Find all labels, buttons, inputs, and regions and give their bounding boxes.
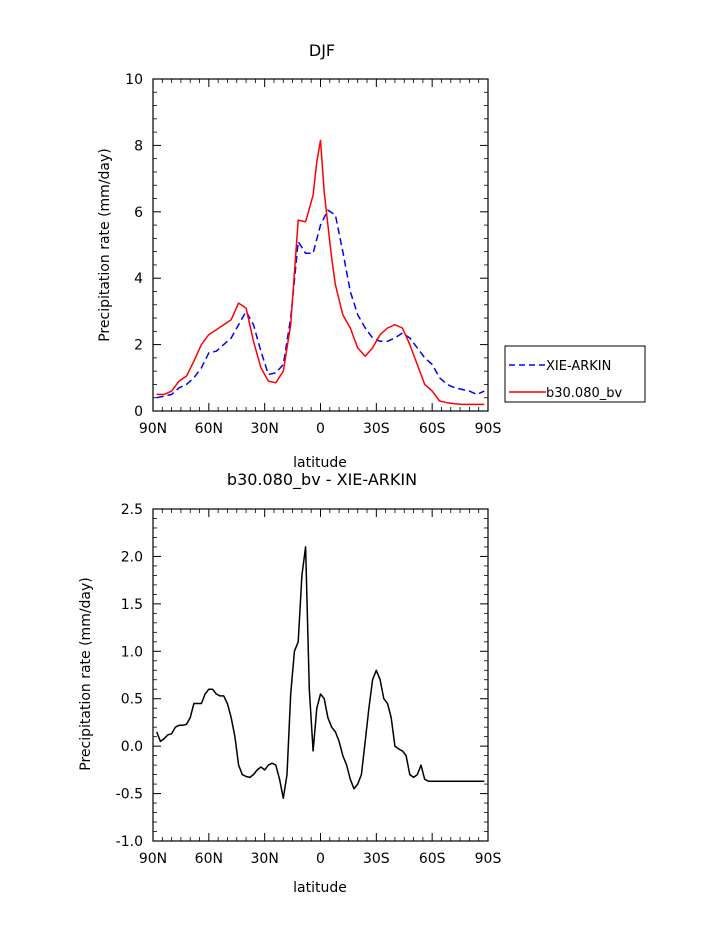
top-ytick-label: 10 bbox=[125, 72, 143, 88]
bottom-ytick-label: 2.0 bbox=[121, 549, 143, 565]
top-ytick-label: 6 bbox=[134, 205, 143, 221]
top-series-line-xie-arkin bbox=[156, 209, 485, 399]
top-ticks: 90N 60N 30N 0 30S 60S 90S 0 2 4 6 8 10 bbox=[125, 72, 501, 437]
top-ylabel: Precipitation rate (mm/day) bbox=[97, 148, 113, 342]
top-series bbox=[156, 139, 485, 406]
top-title: DJF bbox=[309, 41, 335, 60]
bottom-ytick-label: -1.0 bbox=[116, 834, 143, 850]
bottom-title: b30.080_bv - XIE-ARKIN bbox=[227, 470, 417, 490]
bottom-xlabel: latitude bbox=[293, 880, 347, 896]
top-xtick-label: 0 bbox=[316, 421, 325, 437]
bottom-xtick-label: 30S bbox=[363, 851, 390, 867]
bottom-ytick-label: 0.0 bbox=[121, 739, 143, 755]
bottom-series-line-0 bbox=[156, 546, 485, 800]
bottom-xtick-label: 60N bbox=[195, 851, 223, 867]
top-xtick-label: 60S bbox=[419, 421, 446, 437]
bottom-xtick-label: 0 bbox=[316, 851, 325, 867]
top-xtick-label: 90N bbox=[139, 421, 167, 437]
top-xtick-label: 90S bbox=[475, 421, 502, 437]
top-xtick-label: 30S bbox=[363, 421, 390, 437]
bottom-ytick-label: -0.5 bbox=[116, 787, 143, 803]
top-xtick-label: 30N bbox=[251, 421, 279, 437]
bottom-xtick-label: 90S bbox=[475, 851, 502, 867]
top-ytick-label: 8 bbox=[134, 138, 143, 154]
top-ytick-label: 2 bbox=[134, 338, 143, 354]
top-series-line-b30-080-bv bbox=[156, 139, 485, 406]
bottom-ytick-label: 1.5 bbox=[121, 597, 143, 613]
top-xlabel: latitude bbox=[293, 455, 347, 471]
bottom-ylabel: Precipitation rate (mm/day) bbox=[78, 577, 94, 771]
bottom-ticks: 90N 60N 30N 0 30S 60S 90S -1.0 -0.5 0.0 0.5 1.0 1.5 2… bbox=[116, 502, 502, 867]
bottom-plot-frame bbox=[152, 508, 489, 842]
bottom-ytick-label: 0.5 bbox=[121, 692, 143, 708]
legend-label-b30: b30.080_bv bbox=[546, 386, 622, 401]
top-xtick-label: 60N bbox=[195, 421, 223, 437]
bottom-xtick-label: 90N bbox=[139, 851, 167, 867]
top-plot-frame bbox=[152, 78, 489, 412]
top-ytick-label: 0 bbox=[134, 404, 143, 420]
bottom-ytick-label: 2.5 bbox=[121, 502, 143, 518]
bottom-panel: b30.080_bv - XIE-ARKIN 90N 60N 30N 0 30S 60S 9… bbox=[78, 470, 501, 896]
bottom-xtick-label: 60S bbox=[419, 851, 446, 867]
bottom-ytick-label: 1.0 bbox=[121, 644, 143, 660]
bottom-series bbox=[156, 546, 485, 800]
legend-label-xie-arkin: XIE-ARKIN bbox=[546, 359, 611, 374]
top-legend: XIE-ARKIN b30.080_bv bbox=[504, 345, 646, 403]
top-ytick-label: 4 bbox=[134, 271, 143, 287]
bottom-xtick-label: 30N bbox=[251, 851, 279, 867]
